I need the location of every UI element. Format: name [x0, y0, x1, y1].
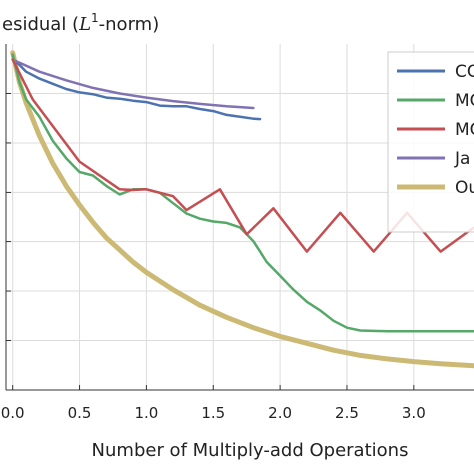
plot-frame — [5, 44, 474, 391]
title-superscript: 1 — [91, 11, 99, 25]
series-line-cg-0 — [11, 58, 262, 121]
x-axis-label: Number of Multiply-add Operations — [92, 440, 409, 461]
series-lines — [10, 50, 474, 369]
series-line-ou-4 — [10, 50, 474, 369]
x-tick-label: 1.0 — [134, 404, 158, 422]
legend-box — [387, 51, 474, 233]
x-tick-label: 0.5 — [68, 404, 92, 422]
legend-label: Ja — [454, 149, 470, 169]
legend-label: MG — [455, 120, 474, 140]
series-line-mg-2 — [11, 58, 474, 253]
series-line-ja-3 — [11, 58, 255, 110]
legend-label: MG — [455, 91, 474, 111]
title-math-l: L — [78, 14, 91, 35]
series-line-mg-1 — [11, 53, 474, 333]
title-suffix: -norm) — [99, 14, 160, 35]
legend-label: Ou — [455, 178, 474, 198]
title-prefix: esidual ( — [2, 14, 79, 35]
x-tick-label: 0.0 — [1, 404, 25, 422]
legend: CG MG MG Ja Ou — [387, 51, 474, 233]
x-tick-labels: 0.0 0.5 1.0 1.5 2.0 2.5 3.0 — [1, 404, 426, 422]
x-tick-label: 2.5 — [335, 404, 359, 422]
chart-title: esidual (L1-norm) — [2, 11, 159, 35]
x-tick-label: 3.0 — [402, 404, 426, 422]
x-tick-label: 1.5 — [201, 404, 225, 422]
legend-label: CG — [455, 62, 474, 82]
x-tick-label: 2.0 — [268, 404, 292, 422]
